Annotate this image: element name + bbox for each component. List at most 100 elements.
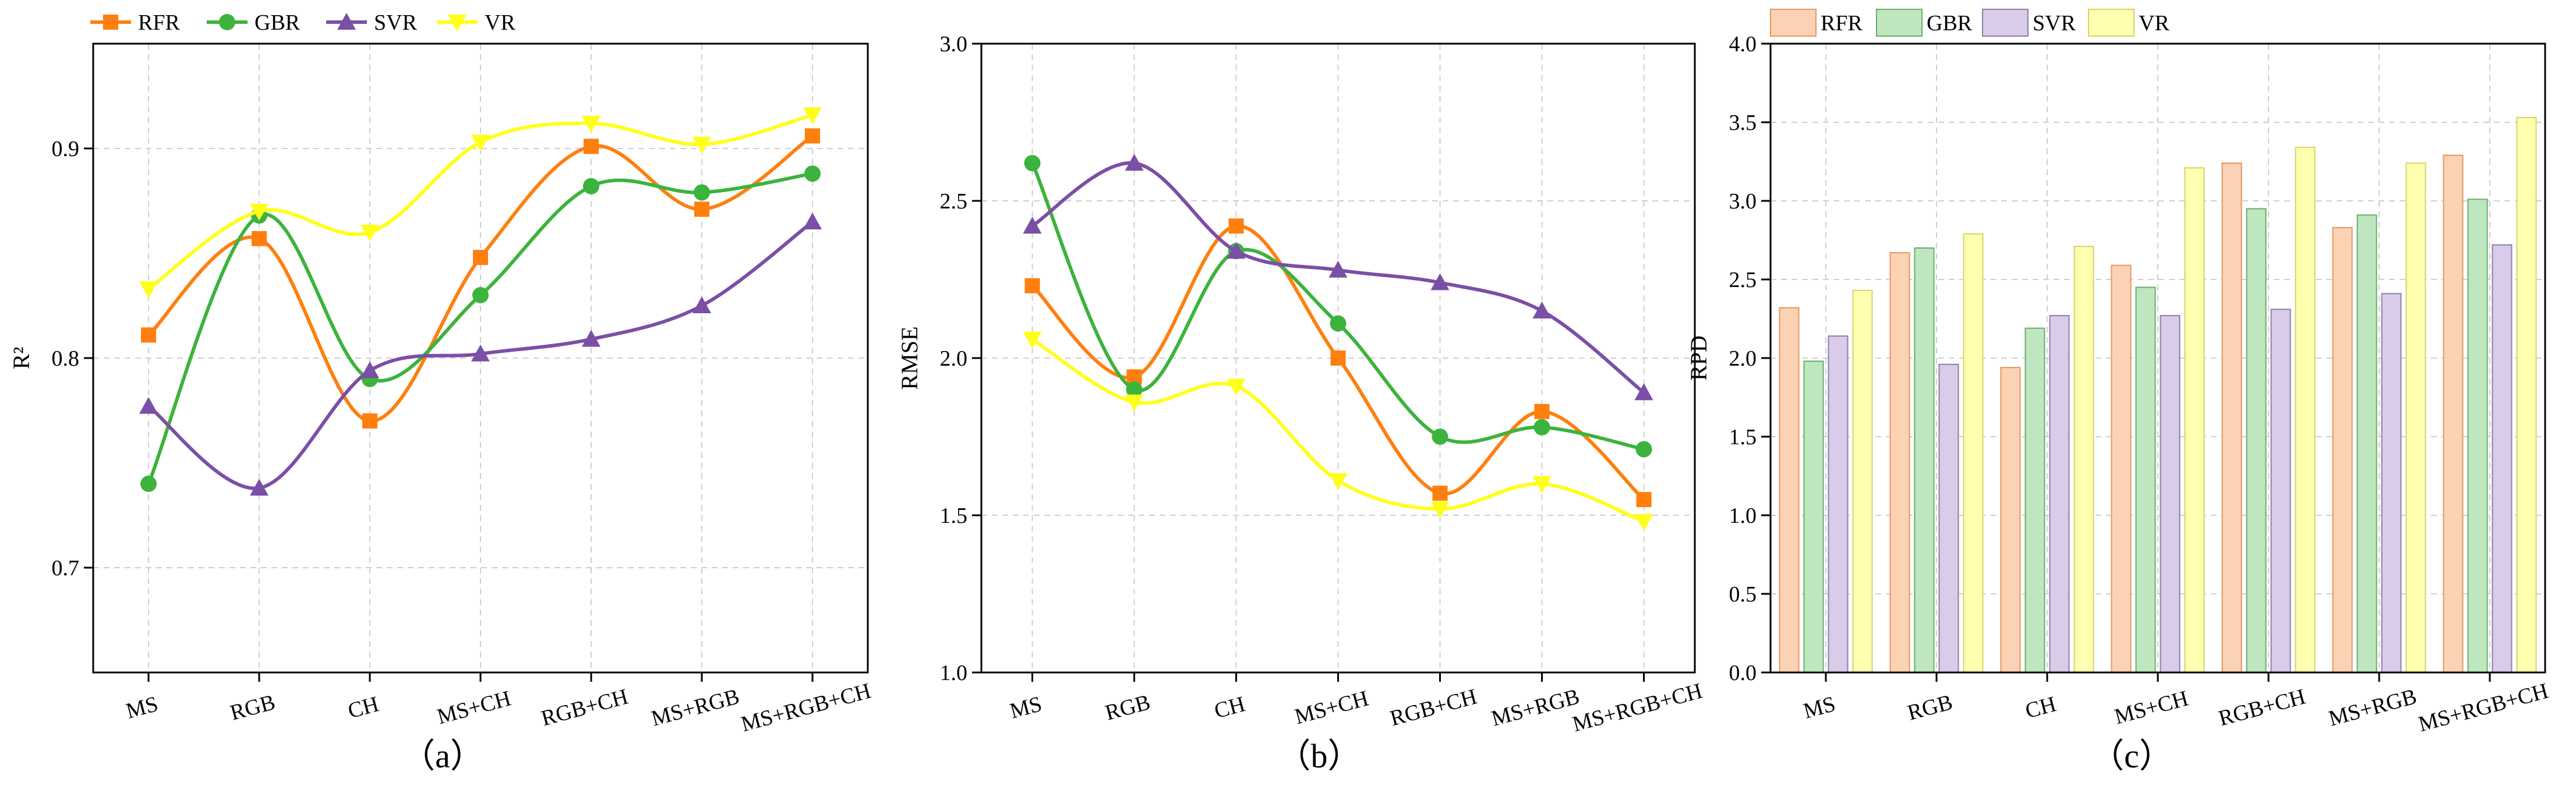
y-tick-label: 2.5	[940, 189, 968, 214]
y-tick-label: 3.0	[1729, 189, 1757, 214]
x-tick-label: MS+RGB	[2326, 684, 2419, 731]
x-tick-label: RGB+CH	[539, 684, 631, 731]
bar-svr	[2381, 293, 2402, 673]
x-tick-label: MS+RGB+CH	[738, 679, 874, 737]
legend-label: GBR	[255, 10, 301, 35]
bar-svr	[1828, 335, 1849, 673]
legend-marker-svr	[337, 13, 356, 30]
x-tick-label: MS	[1007, 692, 1044, 724]
legend-label: VR	[2139, 11, 2169, 36]
bar-svr	[2270, 309, 2291, 673]
x-tick-label: MS	[1801, 692, 1838, 724]
bar-rfr	[2443, 154, 2464, 673]
data-point-vr	[803, 107, 822, 125]
legend-marker-vr	[448, 15, 467, 31]
x-tick-label: MS+RGB	[649, 684, 742, 731]
data-point-gbr	[804, 165, 821, 182]
data-point-gbr	[1533, 419, 1550, 436]
data-point-rfr	[1534, 403, 1550, 419]
data-point-vr	[692, 136, 711, 154]
x-tick-label: CH	[2023, 692, 2059, 723]
data-point-vr	[139, 281, 158, 299]
legend-label: SVR	[2033, 11, 2076, 36]
x-tick-label: MS+RGB+CH	[2416, 679, 2551, 737]
data-point-gbr	[1126, 381, 1143, 398]
data-point-svr	[1227, 242, 1246, 259]
data-point-vr	[1430, 501, 1450, 519]
y-tick-label: 2.5	[1729, 268, 1757, 292]
legend-marker-rfr	[103, 15, 118, 30]
series-line-vr	[1031, 338, 1645, 523]
data-point-gbr	[1330, 315, 1347, 332]
y-tick-label: 1.0	[940, 661, 968, 685]
x-tick-label: MS	[123, 692, 161, 724]
data-point-rfr	[584, 139, 599, 154]
data-point-vr	[471, 134, 490, 152]
panel-1: 1.0 1.5 2.0 2.5 3.0 MS RGB CH MS+CH RGB+CH MS+RGBM…	[896, 32, 1705, 775]
data-point-vr	[1328, 473, 1348, 490]
data-point-rfr	[1228, 218, 1244, 234]
x-tick-label: CH	[345, 692, 381, 723]
legend-swatch-svr	[1982, 9, 2029, 37]
data-point-svr	[1532, 302, 1552, 318]
y-tick-label: 1.5	[1729, 425, 1757, 449]
data-point-vr	[1023, 331, 1042, 349]
y-tick-label: 1.0	[1729, 504, 1757, 528]
bar-gbr	[1914, 247, 1935, 673]
plot-frame	[92, 43, 869, 674]
bar-vr	[2184, 167, 2205, 673]
data-point-rfr	[1636, 492, 1652, 507]
x-tick-label: MS+CH	[2112, 686, 2191, 729]
bar-gbr	[2024, 327, 2045, 673]
panel-label: （c）	[2090, 737, 2173, 775]
data-point-svr	[139, 396, 158, 414]
data-point-svr	[1023, 217, 1042, 234]
data-point-vr	[582, 115, 600, 133]
y-tick-label: 3.0	[940, 32, 968, 56]
legend-swatch-gbr	[1876, 9, 1923, 37]
y-tick-label: 0.7	[52, 556, 80, 580]
bar-vr	[1963, 233, 1984, 673]
bar-rfr	[2111, 264, 2132, 673]
bar-rfr	[2221, 162, 2242, 673]
data-point-gbr	[1635, 441, 1652, 458]
x-tick-label: RGB+CH	[1387, 684, 1479, 731]
y-axis-title: RMSE	[896, 327, 923, 390]
bar-vr	[2073, 246, 2094, 673]
y-tick-label: 0.9	[52, 137, 80, 161]
bar-vr	[1852, 289, 1873, 673]
x-tick-label: MS+RGB	[1489, 684, 1582, 731]
data-point-rfr	[141, 327, 156, 343]
y-tick-label: 0.0	[1729, 661, 1757, 685]
data-point-vr	[1634, 514, 1653, 531]
legend-swatch-rfr	[1770, 9, 1817, 37]
data-point-gbr	[694, 184, 710, 201]
data-point-vr	[1227, 378, 1246, 396]
bar-gbr	[2135, 286, 2156, 673]
x-tick-label: MS+CH	[434, 686, 514, 729]
bar-gbr	[2356, 214, 2377, 673]
bar-svr	[2160, 315, 2181, 673]
plot-frame	[980, 43, 1696, 674]
data-point-svr	[471, 344, 490, 362]
data-point-rfr	[362, 413, 377, 429]
data-point-rfr	[252, 231, 267, 246]
legend-marker-gbr	[219, 14, 235, 30]
panel-0: 0.7 0.8 0.9 MS RGB CH MS+CH RGB+CH MS+RGBMS+RGB+…	[8, 43, 874, 775]
bar-gbr	[1803, 360, 1824, 673]
y-tick-label: 0.5	[1729, 582, 1757, 607]
data-point-svr	[1125, 154, 1144, 171]
bar-svr	[2049, 315, 2070, 673]
data-point-svr	[250, 479, 268, 496]
legend-label: RFR	[138, 10, 180, 35]
data-point-svr	[1634, 383, 1653, 401]
y-tick-label: 1.5	[940, 504, 968, 528]
bar-vr	[2405, 162, 2426, 673]
y-tick-label: 3.5	[1729, 111, 1757, 135]
bar-rfr	[1889, 252, 1910, 674]
x-tick-label: RGB	[1905, 690, 1955, 725]
data-point-svr	[361, 361, 379, 378]
data-point-rfr	[1432, 486, 1448, 501]
